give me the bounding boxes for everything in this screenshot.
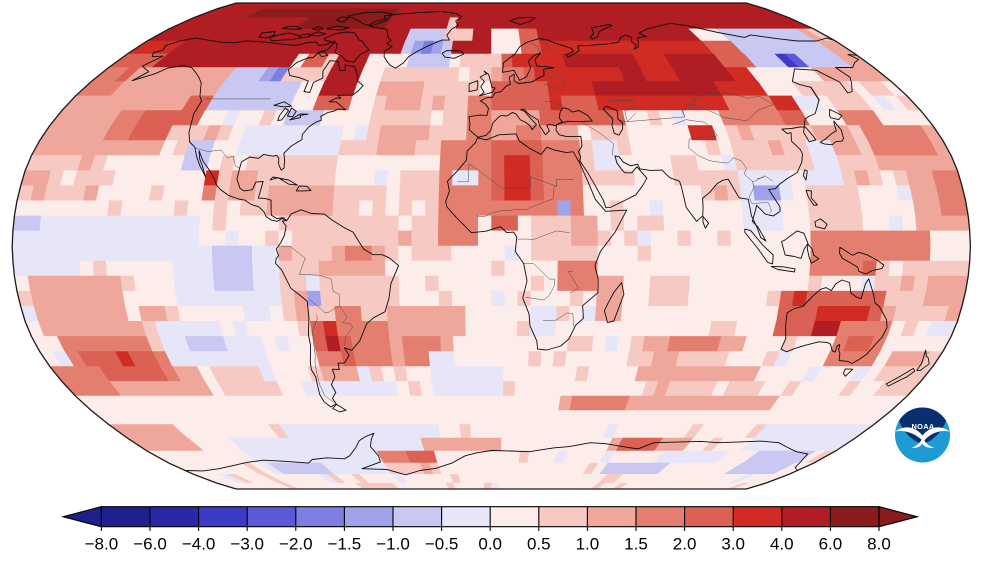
svg-text:−8.0: −8.0	[85, 535, 119, 554]
svg-text:1.5: 1.5	[624, 535, 648, 554]
svg-text:8.0: 8.0	[867, 535, 891, 554]
svg-text:0.5: 0.5	[527, 535, 551, 554]
svg-text:−6.0: −6.0	[133, 535, 167, 554]
svg-text:3.0: 3.0	[721, 535, 745, 554]
svg-text:−1.0: −1.0	[376, 535, 410, 554]
svg-text:1.0: 1.0	[576, 535, 600, 554]
svg-text:−0.5: −0.5	[425, 535, 459, 554]
svg-text:−4.0: −4.0	[182, 535, 216, 554]
svg-text:−3.0: −3.0	[230, 535, 264, 554]
svg-text:NOAA: NOAA	[912, 422, 935, 431]
svg-text:6.0: 6.0	[819, 535, 843, 554]
svg-text:−1.5: −1.5	[328, 535, 362, 554]
svg-text:4.0: 4.0	[770, 535, 794, 554]
svg-text:−2.0: −2.0	[279, 535, 313, 554]
svg-text:2.0: 2.0	[673, 535, 697, 554]
svg-text:0.0: 0.0	[478, 535, 502, 554]
